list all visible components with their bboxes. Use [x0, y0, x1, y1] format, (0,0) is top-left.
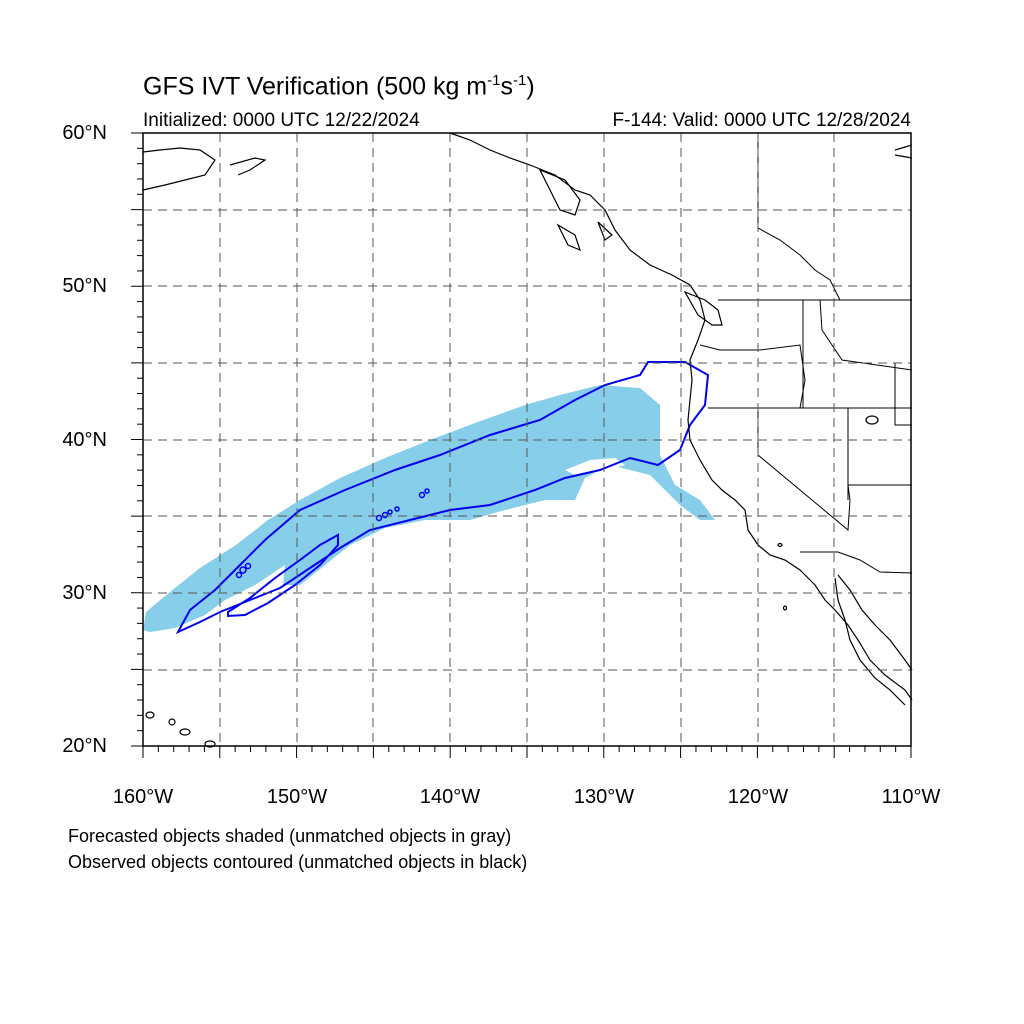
- chart-title: GFS IVT Verification (500 kg m-1s-1): [143, 72, 535, 101]
- lon-label-150w: 150°W: [266, 786, 328, 808]
- observed-contour-secondary: [227, 533, 339, 618]
- lat-label-40n: 40°N: [62, 429, 107, 451]
- axis-ticks: [131, 132, 912, 758]
- coastlines: [142, 132, 913, 706]
- lat-label-30n: 30°N: [62, 582, 107, 604]
- forecast-object-shading: [143, 385, 715, 632]
- initialized-time: Initialized: 0000 UTC 12/22/2024: [143, 110, 420, 131]
- valid-time: F-144: Valid: 0000 UTC 12/28/2024: [612, 110, 911, 131]
- lat-lon-grid: [143, 133, 911, 746]
- lon-label-140w: 140°W: [419, 786, 481, 808]
- forecast-note: Forecasted objects shaded (unmatched obj…: [68, 826, 512, 846]
- lon-label-110w: 110°W: [881, 786, 941, 808]
- lon-label-160w: 160°W: [112, 786, 174, 808]
- lat-label-50n: 50°N: [62, 275, 107, 297]
- lat-label-60n: 60°N: [62, 122, 107, 144]
- islands: [145, 415, 879, 748]
- political-boundaries: [699, 133, 913, 574]
- observed-note: Observed objects contoured (unmatched ob…: [68, 852, 528, 872]
- observed-small-blobs: [235, 488, 430, 579]
- observed-contour-main: [175, 361, 710, 635]
- forecast-object-gap: [565, 458, 625, 475]
- lon-label-120w: 120°W: [727, 786, 789, 808]
- lon-label-130w: 130°W: [573, 786, 635, 808]
- lat-label-20n: 20°N: [62, 735, 107, 757]
